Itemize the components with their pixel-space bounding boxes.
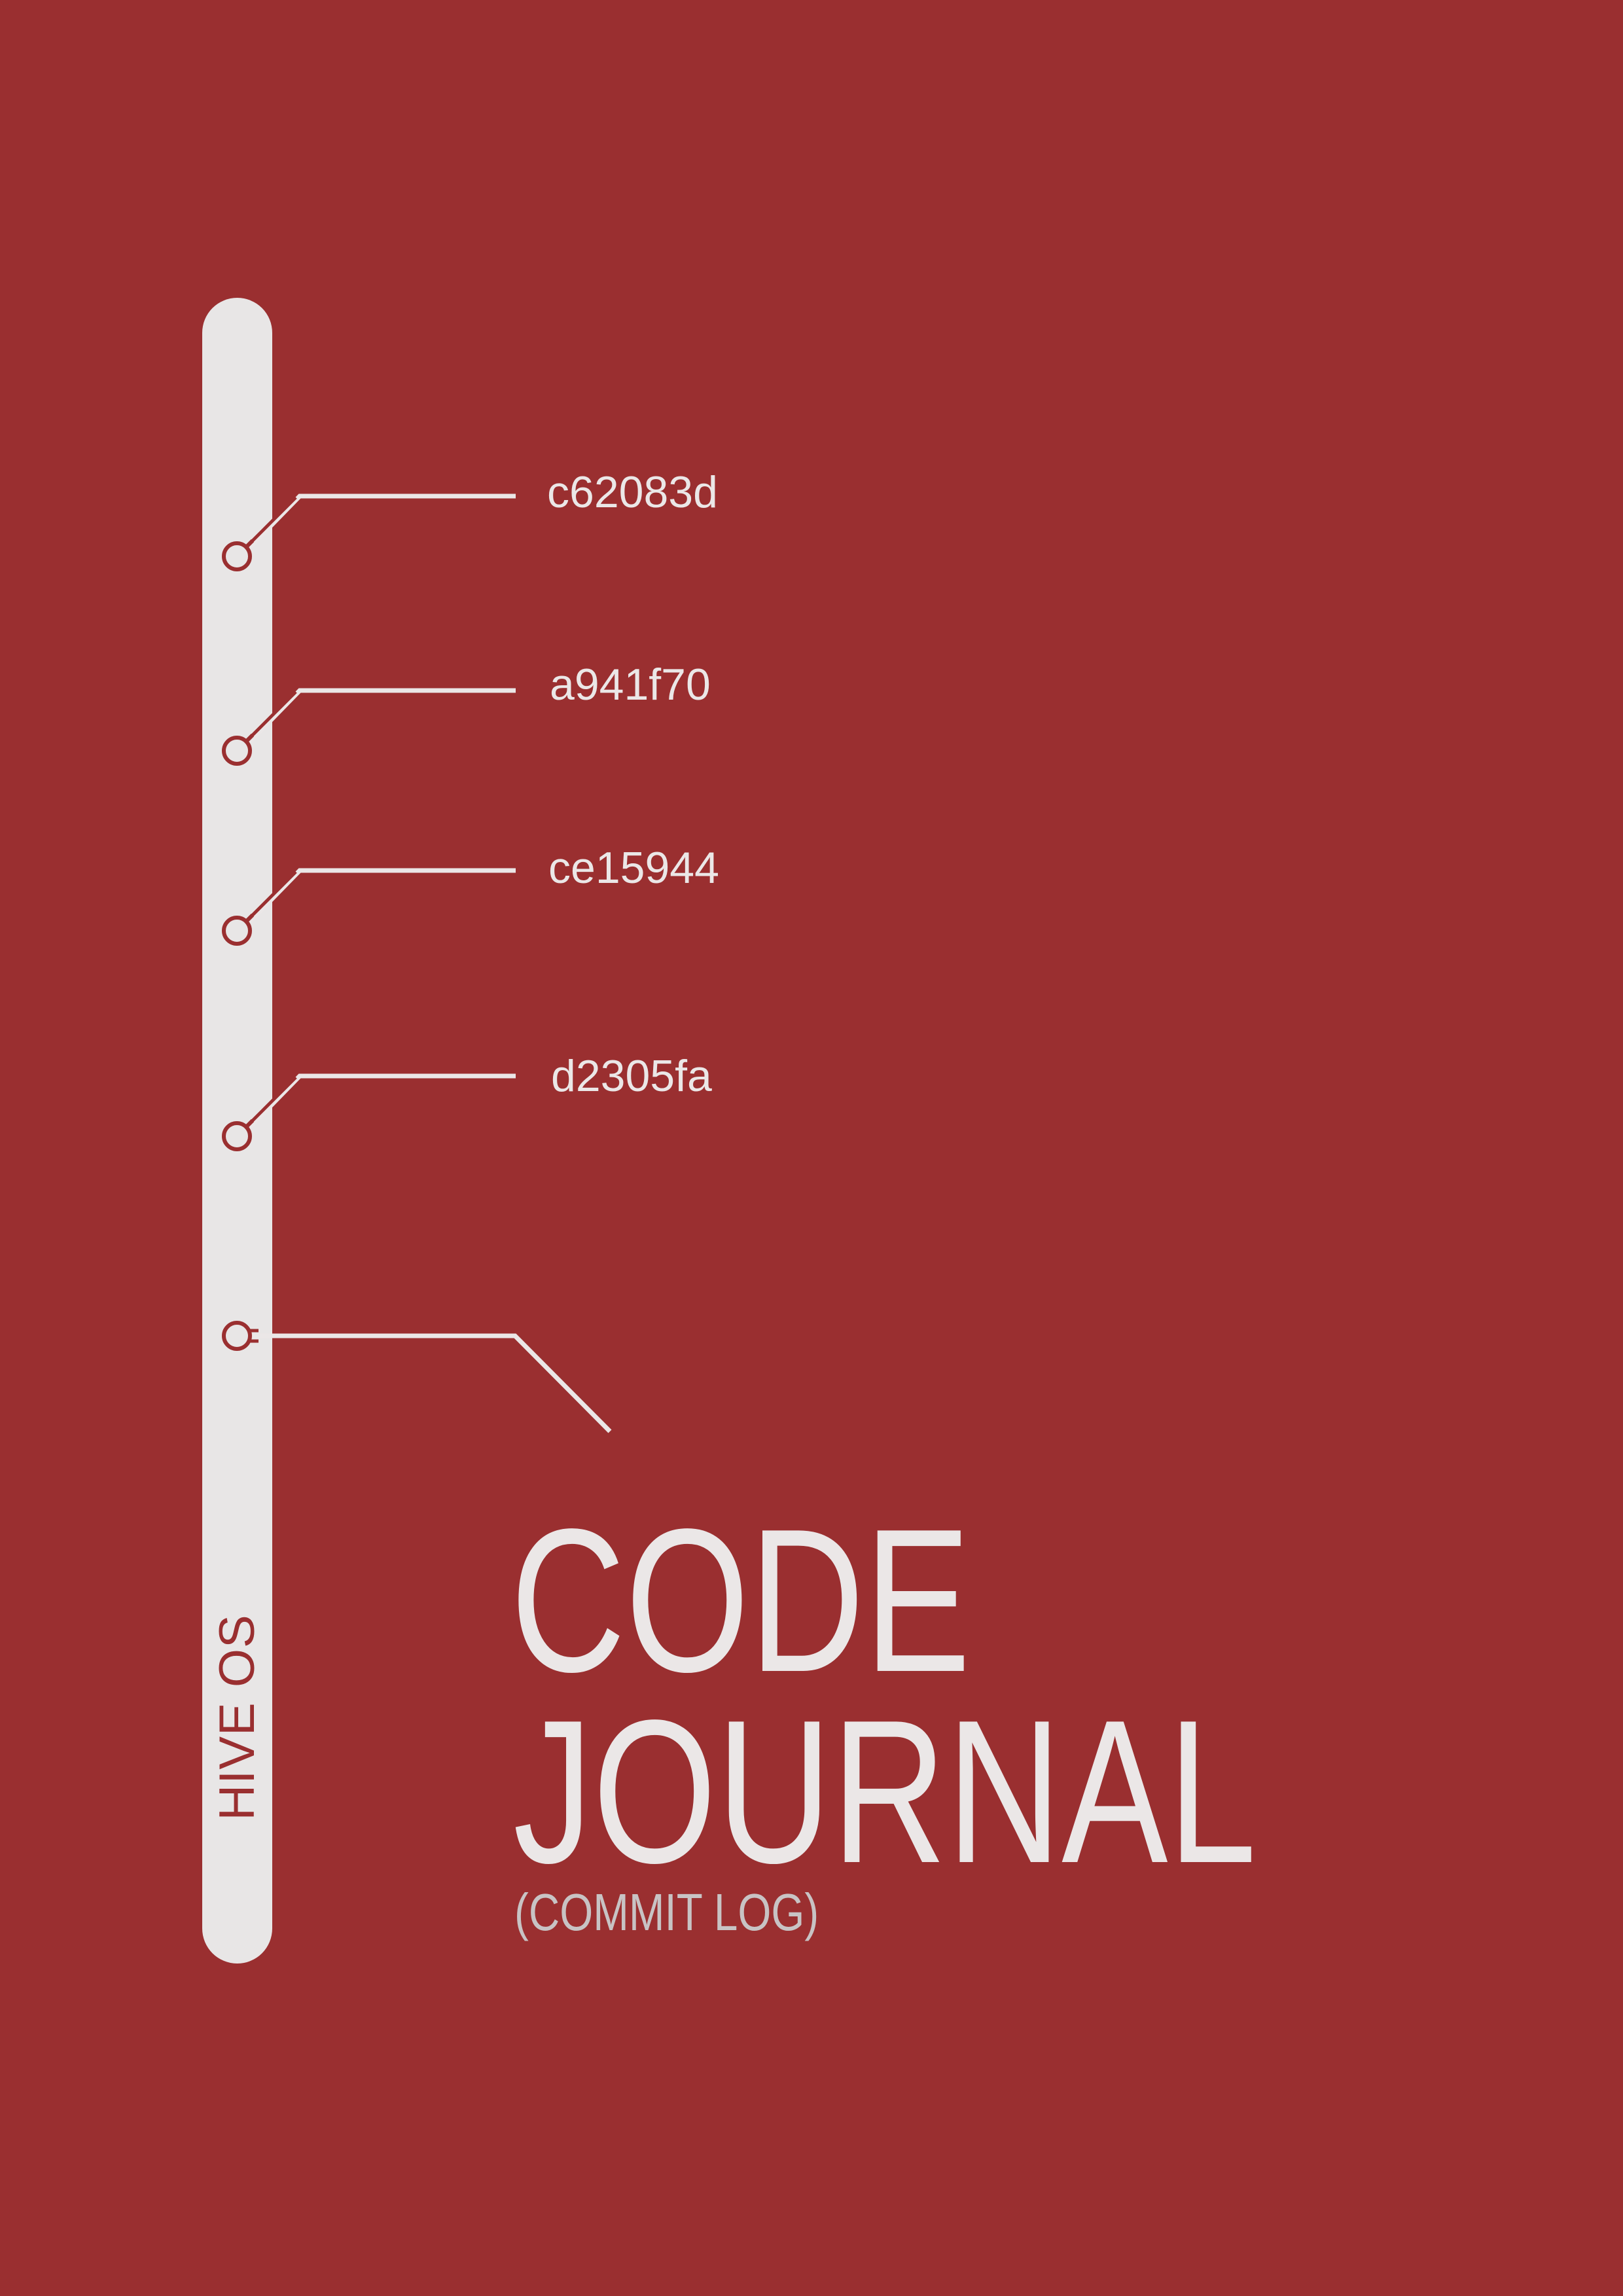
- commit-hash-3: ce15944: [548, 843, 719, 893]
- commit-connector-4: [247, 1073, 516, 1130]
- commit-connector-1: [247, 493, 516, 550]
- node-joins: [244, 539, 255, 1129]
- publisher-label: HIVE OS: [209, 1614, 265, 1821]
- commit-node-4: [222, 1121, 252, 1151]
- commit-node-1: [222, 541, 252, 571]
- subtitle: (COMMIT LOG): [514, 1883, 819, 1941]
- title-journal: JOURNAL: [513, 1678, 1257, 1906]
- commit-hash-4: d2305fa: [551, 1051, 712, 1101]
- commit-nodes: [222, 541, 252, 1351]
- commit-hash-1: c62083d: [547, 467, 718, 517]
- title-connector: [252, 1333, 612, 1433]
- title-code: CODE: [510, 1487, 971, 1715]
- commit-node-5: [222, 1321, 252, 1351]
- commit-node-3: [222, 916, 252, 946]
- trace-overlays: [245, 496, 297, 1343]
- commit-hash-2: a941f70: [550, 660, 711, 709]
- commit-connector-3: [247, 868, 516, 925]
- commit-node-2: [222, 736, 252, 766]
- commit-connector-2: [247, 688, 516, 745]
